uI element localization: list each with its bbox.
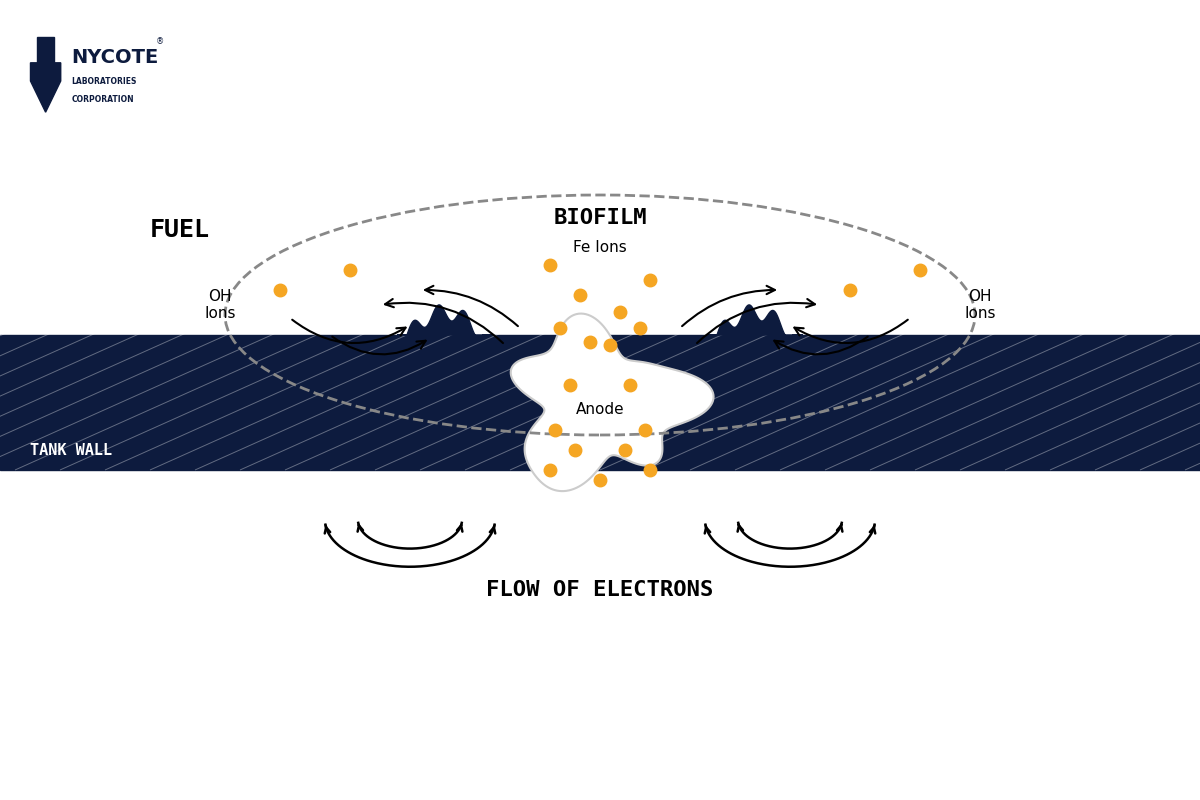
Polygon shape xyxy=(37,37,54,62)
Text: FUEL: FUEL xyxy=(150,218,210,242)
Bar xyxy=(0,335,1200,470)
Polygon shape xyxy=(30,62,61,112)
Text: FLOW OF ELECTRONS: FLOW OF ELECTRONS xyxy=(486,580,714,600)
Text: NYCOTE: NYCOTE xyxy=(72,48,158,67)
Text: TANK WALL: TANK WALL xyxy=(30,443,112,458)
Text: OH
Ions: OH Ions xyxy=(965,289,996,321)
Text: BIOFILM: BIOFILM xyxy=(553,208,647,228)
Text: Fe Ions: Fe Ions xyxy=(574,241,626,255)
FancyArrowPatch shape xyxy=(332,337,426,354)
Polygon shape xyxy=(397,305,493,338)
FancyArrowPatch shape xyxy=(774,337,868,354)
FancyArrowPatch shape xyxy=(385,299,503,343)
Polygon shape xyxy=(511,314,714,491)
Text: ®: ® xyxy=(156,37,164,46)
FancyArrowPatch shape xyxy=(292,320,406,343)
Text: OH
Ions: OH Ions xyxy=(204,289,235,321)
Text: Anode: Anode xyxy=(576,402,624,418)
FancyArrowPatch shape xyxy=(794,320,908,343)
FancyArrowPatch shape xyxy=(425,286,518,326)
FancyArrowPatch shape xyxy=(697,299,815,343)
Text: LABORATORIES: LABORATORIES xyxy=(72,77,137,86)
Text: CORPORATION: CORPORATION xyxy=(72,94,134,104)
Polygon shape xyxy=(707,305,803,338)
FancyArrowPatch shape xyxy=(682,286,775,326)
